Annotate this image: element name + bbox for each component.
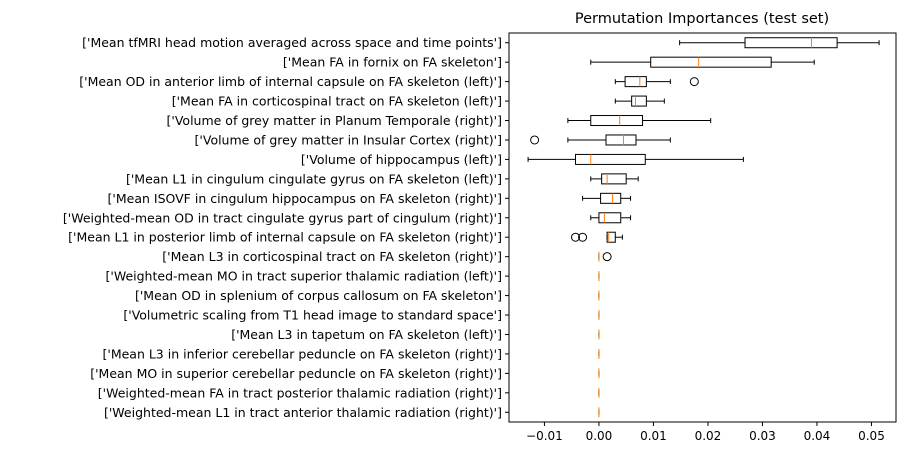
category-label: ['Mean OD in anterior limb of internal c…: [79, 74, 502, 89]
category-label: ['Mean L1 in posterior limb of internal …: [68, 230, 502, 245]
x-tick-label: 0.00: [586, 429, 613, 443]
iqr-box: [624, 76, 647, 88]
chart-title: Permutation Importances (test set): [575, 11, 829, 27]
box-group: [527, 37, 880, 418]
box-item: [614, 76, 699, 88]
x-tick-label: −0.01: [526, 429, 563, 443]
outlier-point: [570, 232, 580, 242]
category-label: ['Mean OD in splenium of corpus callosum…: [135, 288, 502, 303]
box-item: [582, 192, 632, 204]
x-tick-label: 0.04: [804, 429, 831, 443]
x-tick-label: 0.02: [695, 429, 722, 443]
box-item: [527, 153, 744, 165]
box-item: [679, 37, 880, 49]
x-tick-label: 0.05: [858, 429, 885, 443]
outlier-point: [578, 232, 588, 242]
category-label: ['Weighted-mean FA in tract posterior th…: [98, 385, 502, 400]
iqr-box: [598, 212, 622, 224]
category-label: ['Volume of grey matter in Planum Tempor…: [167, 113, 502, 128]
category-label: ['Mean L3 in tapetum on FA skeleton (lef…: [231, 327, 502, 342]
category-label: ['Volume of grey matter in Insular Corte…: [195, 132, 502, 147]
outlier-point: [530, 135, 540, 145]
outlier-point: [689, 77, 699, 87]
category-label: ['Mean FA in fornix on FA skeleton']: [283, 55, 502, 70]
category-label: ['Mean L1 in cingulum cingulate gyrus on…: [126, 171, 502, 186]
box-item: [590, 56, 815, 68]
box-item: [530, 134, 671, 146]
category-label: ['Volume of hippocampus (left)']: [301, 152, 502, 167]
category-label: ['Weighted-mean L1 in tract anterior tha…: [104, 405, 502, 420]
box-item: [590, 173, 639, 185]
iqr-box: [650, 56, 772, 68]
category-label: ['Mean L3 in corticospinal tract on FA s…: [162, 249, 502, 264]
category-label: ['Mean tfMRI head motion averaged across…: [82, 35, 502, 50]
outlier-point: [602, 252, 612, 262]
box-item: [598, 251, 612, 262]
category-label: ['Volumetric scaling from T1 head image …: [123, 308, 502, 323]
x-tick-label: 0.01: [640, 429, 667, 443]
iqr-box: [600, 192, 622, 204]
iqr-box: [744, 37, 838, 49]
plot-area-frame: [508, 32, 897, 423]
iqr-box: [574, 153, 646, 165]
category-label: ['Mean ISOVF in cingulum hippocampus on …: [108, 191, 502, 206]
x-axis: −0.01 0.00 0.01 0.02 0.03 0.04 0.05: [526, 422, 885, 443]
box-item: [614, 95, 665, 107]
category-label: ['Weighted-mean MO in tract superior tha…: [106, 269, 502, 284]
category-label: ['Mean L3 in inferior cerebellar peduncl…: [103, 346, 503, 361]
category-label: ['Mean FA in corticospinal tract on FA s…: [172, 94, 502, 109]
iqr-box: [606, 231, 616, 243]
box-item: [590, 212, 632, 224]
category-label: ['Mean MO in superior cerebellar peduncl…: [90, 366, 502, 381]
iqr-box: [631, 95, 647, 107]
iqr-box: [590, 115, 644, 127]
category-label: ['Weighted-mean OD in tract cingulate gy…: [63, 210, 502, 225]
iqr-box: [605, 134, 637, 146]
box-item: [570, 231, 623, 243]
y-axis-labels: ['Mean tfMRI head motion averaged across…: [63, 35, 509, 420]
iqr-box: [601, 173, 627, 185]
x-tick-label: 0.03: [749, 429, 776, 443]
box-item: [567, 115, 712, 127]
